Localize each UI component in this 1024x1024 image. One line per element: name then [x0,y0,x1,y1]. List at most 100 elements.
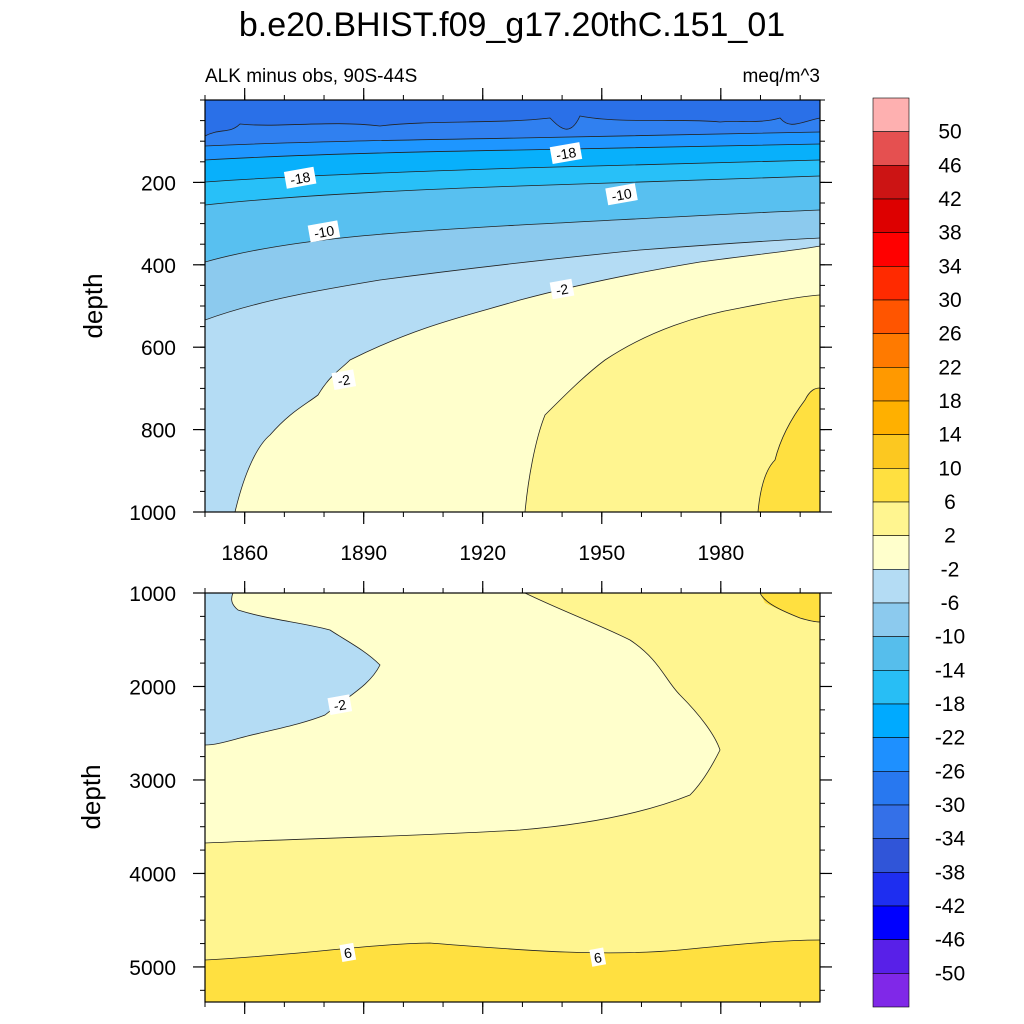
upper-contour-lines [205,115,820,512]
colorbar-label: -38 [935,861,965,884]
colorbar-label: -10 [935,626,965,649]
colorbar-swatch [872,165,910,200]
fill-p2-p6-upper [525,295,820,512]
colorbar-swatch [872,400,910,435]
y-tick-label: 1000 [129,502,176,525]
colorbar-label: -42 [935,895,965,918]
contour-label-box [283,166,317,189]
y-tick-label: 1000 [129,583,176,606]
colorbar-label: 10 [938,457,961,480]
fill-lt-m34-upper [205,100,820,136]
contour-label-box [549,142,583,165]
y-tick-label: 2000 [129,676,176,699]
colorbar-swatch [872,602,910,637]
colorbar-label: -18 [935,693,965,716]
y-tick-label: 4000 [129,863,176,886]
colorbar-label: -14 [935,659,966,682]
colorbar-swatch [872,468,910,503]
colorbar-swatch [872,939,910,974]
colorbar-label: -30 [935,794,965,817]
colorbar-label: 42 [938,188,961,211]
contour-label-text: -10 [610,185,633,204]
contour-label: -10 [605,183,638,206]
colorbar-swatch [872,434,910,469]
colorbar-swatch [872,131,910,166]
colorbar-label: 30 [938,289,961,312]
lower-plot-frame [204,592,821,1003]
colorbar-label: 14 [938,424,962,447]
contour-label-text: -2 [336,371,351,389]
colorbar: 50 46 42 38 34 30 26 22 18 14 10 6 2 -2 -6 -10 -14 -18 -22… [872,97,966,1008]
contour-label: -18 [283,166,317,189]
colorbar-label: -2 [941,558,960,581]
subtitle-right: meq/m^3 [742,66,820,87]
contour-label-text: 6 [343,944,354,961]
x-tick-label: 1890 [340,542,387,565]
x-tick-label: 1860 [221,542,268,565]
colorbar-label: 22 [938,356,961,379]
contour-label: 6 [589,947,607,967]
subtitle-left: ALK minus obs, 90S-44S [205,66,417,87]
colorbar-label: -34 [935,828,966,851]
contour-label: -10 [307,220,341,243]
colorbar-swatch [872,905,910,940]
contour-label: 6 [339,942,357,963]
contour-label-box [331,369,357,390]
upper-y-axis-label: depth [78,273,108,338]
y-tick-label: 200 [141,172,176,195]
contour-label-text: -18 [555,144,578,163]
upper-axis-ticks: 1860 1890 1920 1950 1980 200 400 600 800 1000 [129,88,832,565]
colorbar-swatch [872,333,910,368]
colorbar-swatch [872,569,910,604]
contour-label-box [589,947,607,967]
colorbar-swatch [872,670,910,705]
colorbar-swatch [872,872,910,907]
contour-label-text: -10 [313,222,336,241]
colorbar-label: 18 [938,390,961,413]
colorbar-swatch [872,703,910,738]
contour-label-box [605,183,638,206]
colorbar-label: 26 [938,323,961,346]
fill-p6-p10-upper [758,388,820,512]
colorbar-swatch [872,198,910,233]
contour-label-box [549,278,575,300]
contour-label: -2 [331,369,357,390]
colorbar-label: 46 [938,154,961,177]
colorbar-label: 38 [938,222,961,245]
fill-p6-p10-lower-corner [760,593,820,622]
colorbar-swatch [872,501,910,536]
x-tick-label: 1950 [578,542,625,565]
colorbar-label: 2 [944,525,956,548]
colorbar-label: -46 [935,929,965,952]
lower-axis-ticks: 1000 2000 3000 4000 5000 [129,581,832,1014]
lower-contour-labels: -2 6 6 [327,694,607,967]
contour-label-text: -18 [289,169,312,188]
colorbar-swatch [872,636,910,671]
colorbar-label: -22 [935,727,965,750]
fill-p6-p10-lower [205,940,820,1002]
contour-label: -2 [327,694,353,715]
upper-panel: 1860 1890 1920 1950 1980 200 400 600 800 1000 -18… [78,88,832,565]
colorbar-label: 34 [938,255,962,278]
y-tick-label: 5000 [129,957,176,980]
lower-y-axis-label: depth [76,764,106,829]
colorbar-label: -6 [941,592,960,615]
contour-label-text: -2 [555,281,570,299]
y-tick-label: 600 [141,337,176,360]
contour-label: -18 [549,142,583,165]
y-tick-label: 400 [141,255,176,278]
colorbar-swatch [872,737,910,772]
colorbar-swatch [872,838,910,873]
y-tick-label: 3000 [129,770,176,793]
colorbar-swatch [872,771,910,806]
colorbar-label: -26 [935,760,965,783]
lower-panel: 1000 2000 3000 4000 5000 -2 6 6 depth [76,581,832,1014]
lower-contour-lines [205,593,820,961]
x-tick-label: 1980 [697,542,744,565]
contour-label-box [327,694,353,715]
y-tick-label: 800 [141,420,176,443]
x-tick-label: 1920 [459,542,506,565]
colorbar-label: 6 [944,491,956,514]
contour-label-box [339,942,357,963]
